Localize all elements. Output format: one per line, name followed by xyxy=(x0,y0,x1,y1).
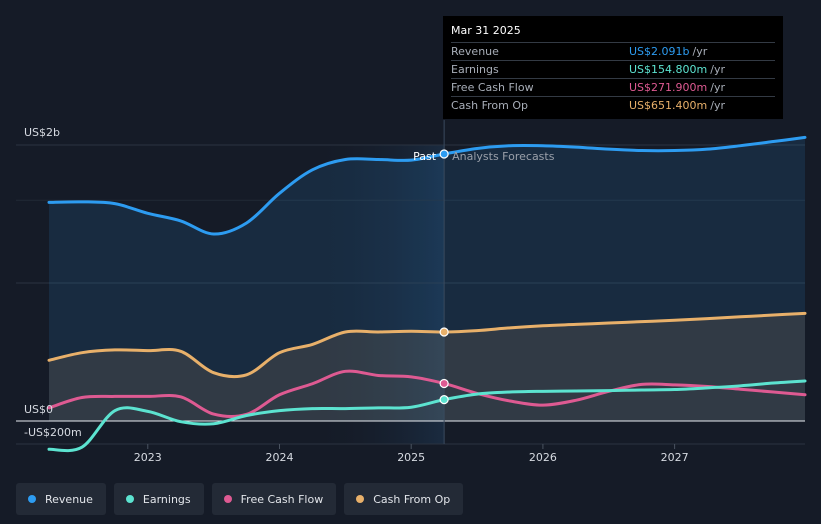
tooltip-unit: /yr xyxy=(710,63,725,76)
line-free-cash-flow xyxy=(47,369,807,419)
tooltip-value: US$271.900m xyxy=(629,81,708,94)
x-tick-label: 2026 xyxy=(529,451,557,464)
legend-dot-icon xyxy=(223,495,232,503)
x-tick-label: 2025 xyxy=(397,451,425,464)
forecast-label: Analysts Forecasts xyxy=(452,150,555,163)
x-tick-label: 2027 xyxy=(661,451,689,464)
x-tick-label: 2023 xyxy=(134,451,162,464)
tooltip-value: US$2.091b xyxy=(629,45,690,58)
tooltip-row-revenue: Revenue US$2.091b /yr xyxy=(451,42,775,60)
tooltip-unit: /yr xyxy=(710,81,725,94)
legend-label: Cash From Op xyxy=(373,492,451,506)
y-tick-label-zero: US$0 xyxy=(24,403,53,416)
legend: Revenue Earnings Free Cash Flow Cash Fro… xyxy=(16,483,464,515)
tooltip-label: Cash From Op xyxy=(451,99,529,112)
legend-item-free-cash-flow[interactable]: Free Cash Flow xyxy=(211,483,337,515)
past-label: Past xyxy=(413,150,437,163)
past-highlight-region xyxy=(312,145,445,444)
tooltip-row-earnings: Earnings US$154.800m /yr xyxy=(451,60,775,78)
tooltip-row-free-cash-flow: Free Cash Flow US$271.900m /yr xyxy=(451,78,775,96)
legend-item-earnings[interactable]: Earnings xyxy=(113,483,204,515)
tooltip-label: Free Cash Flow xyxy=(451,81,534,94)
tooltip-panel: Mar 31 2025 Revenue US$2.091b /yr Earnin… xyxy=(443,16,783,119)
legend-item-cash-from-op[interactable]: Cash From Op xyxy=(344,483,464,515)
area-revenue xyxy=(49,137,805,421)
legend-label: Earnings xyxy=(142,492,191,506)
tooltip-label: Revenue xyxy=(451,45,499,58)
tooltip-date: Mar 31 2025 xyxy=(451,24,521,37)
x-tick-label: 2024 xyxy=(265,451,293,464)
legend-dot-icon xyxy=(28,495,36,503)
tooltip-unit: /yr xyxy=(692,45,708,58)
legend-dot-icon xyxy=(356,495,365,503)
legend-item-revenue[interactable]: Revenue xyxy=(16,483,106,515)
line-revenue xyxy=(47,135,807,236)
legend-dot-icon xyxy=(125,495,134,503)
line-cash-from-op xyxy=(47,311,807,379)
marker-free-cash-flow xyxy=(439,378,449,389)
legend-label: Free Cash Flow xyxy=(240,492,324,506)
tooltip-value: US$651.400m xyxy=(629,99,708,112)
legend-label: Revenue xyxy=(45,492,93,506)
line-earnings xyxy=(47,379,807,453)
y-tick-label-top: US$2b xyxy=(24,126,60,139)
area-cash-from-op xyxy=(49,313,805,421)
marker-cash-from-op xyxy=(439,327,449,337)
y-tick-label-bottom: -US$200m xyxy=(24,426,82,439)
marker-earnings xyxy=(439,395,449,405)
tooltip-value: US$154.800m xyxy=(629,63,708,76)
marker-revenue xyxy=(439,149,449,159)
tooltip-row-cash-from-op: Cash From Op US$651.400m /yr xyxy=(451,96,775,114)
tooltip-label: Earnings xyxy=(451,63,499,76)
tooltip-unit: /yr xyxy=(710,99,725,112)
